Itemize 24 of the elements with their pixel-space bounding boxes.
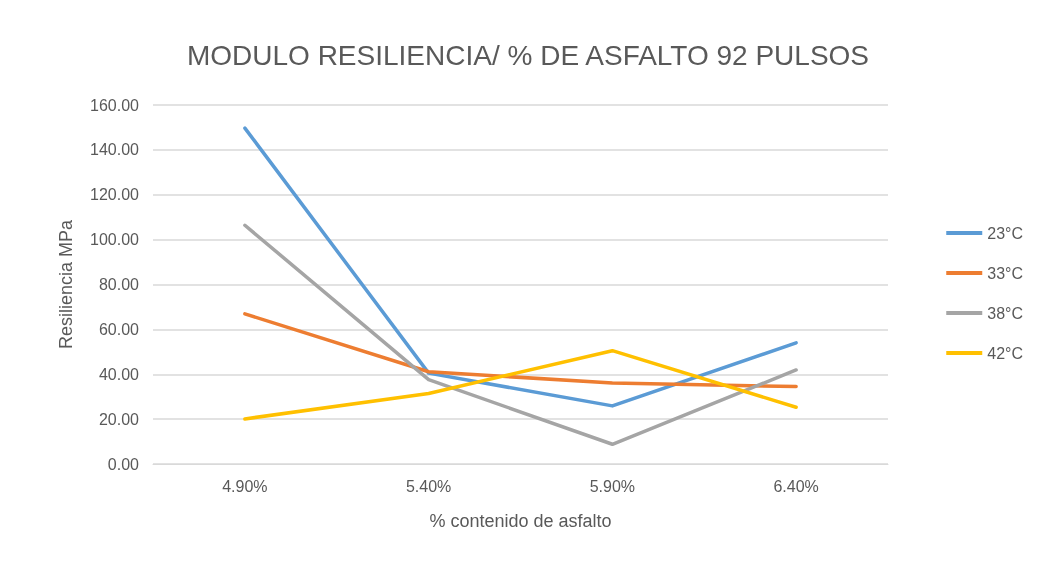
chart-title: MODULO RESILIENCIA/ % DE ASFALTO 92 PULSOS	[186, 39, 870, 71]
y-axis-title: Resiliencia MPa	[56, 218, 76, 350]
y-tick-label: 40.00	[98, 365, 140, 383]
line-series	[243, 126, 798, 408]
x-tick-label: 5.90%	[589, 477, 636, 495]
x-axis-title: % contenido de asfalto	[429, 511, 612, 531]
legend-label: 38°C	[987, 304, 1023, 322]
line-series	[243, 223, 798, 447]
line-series	[243, 312, 798, 389]
y-tick-label: 60.00	[98, 320, 140, 338]
y-tick-label: 100.00	[90, 231, 140, 249]
y-tick-label: 140.00	[90, 141, 140, 159]
legend-label: 33°C	[987, 264, 1023, 282]
x-tick-label: 6.40%	[773, 477, 819, 495]
y-tick-label: 160.00	[90, 96, 140, 114]
line-series	[243, 348, 798, 421]
legend-label: 42°C	[987, 344, 1023, 362]
legend-label: 23°C	[987, 224, 1023, 242]
y-tick-label: 20.00	[98, 410, 140, 428]
y-tick-label: 0.00	[107, 455, 140, 473]
x-tick-label: 4.90%	[222, 477, 268, 495]
y-tick-label: 120.00	[90, 186, 140, 204]
y-tick-label: 80.00	[98, 276, 140, 293]
x-tick-label: 5.40%	[405, 477, 452, 495]
